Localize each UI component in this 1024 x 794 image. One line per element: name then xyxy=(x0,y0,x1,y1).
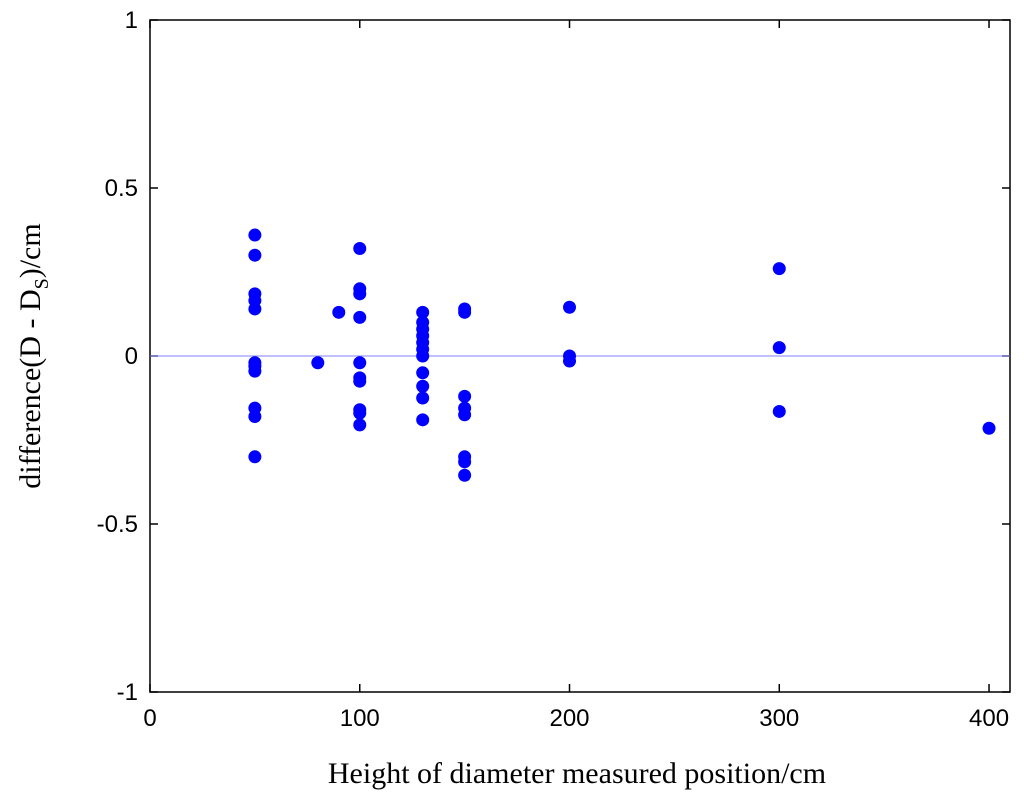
data-point xyxy=(248,228,262,242)
y-tick-label: -0.5 xyxy=(97,511,138,538)
x-tick-label: 400 xyxy=(969,705,1009,732)
data-point xyxy=(772,262,786,276)
y-tick-label: -1 xyxy=(117,679,138,706)
data-point xyxy=(458,408,472,422)
data-point xyxy=(563,300,577,314)
data-point xyxy=(248,302,262,316)
data-point xyxy=(458,468,472,482)
data-point xyxy=(353,418,367,432)
data-point xyxy=(458,389,472,403)
data-point xyxy=(772,341,786,355)
data-point xyxy=(353,241,367,255)
data-point xyxy=(248,364,262,378)
data-point xyxy=(416,413,430,427)
data-point xyxy=(416,349,430,363)
x-tick-label: 0 xyxy=(143,705,156,732)
x-tick-label: 300 xyxy=(759,705,799,732)
x-axis-title: Height of diameter measured position/cm xyxy=(328,757,826,790)
y-axis-title-suffix: )/cm xyxy=(14,223,47,278)
data-point xyxy=(353,406,367,420)
x-tick-label: 200 xyxy=(549,705,589,732)
data-point xyxy=(772,404,786,418)
data-point xyxy=(416,391,430,405)
data-point xyxy=(416,305,430,319)
data-point xyxy=(248,248,262,262)
data-point xyxy=(248,450,262,464)
y-tick-label: 0 xyxy=(125,343,138,370)
x-tick-label: 100 xyxy=(340,705,380,732)
y-tick-label: 1 xyxy=(125,7,138,34)
axis-ticks: 0 100 200 300 400 -1 -0.5 0 0.5 1 xyxy=(97,7,1010,732)
y-axis-title-subscript: S xyxy=(31,278,53,289)
data-point xyxy=(982,421,996,435)
y-tick-label: 0.5 xyxy=(105,175,138,202)
data-point xyxy=(416,366,430,380)
y-axis-title-prefix: difference(D - D xyxy=(14,289,47,488)
data-point xyxy=(353,374,367,388)
data-point xyxy=(311,356,325,370)
data-point xyxy=(416,379,430,393)
data-point xyxy=(353,287,367,301)
data-point xyxy=(332,305,346,319)
data-point xyxy=(353,356,367,370)
data-point xyxy=(563,354,577,368)
data-point xyxy=(248,409,262,423)
y-axis-title: difference(D - DS)/cm xyxy=(14,223,53,488)
data-point xyxy=(458,305,472,319)
data-points xyxy=(248,228,996,482)
data-point xyxy=(353,310,367,324)
data-point xyxy=(458,455,472,469)
